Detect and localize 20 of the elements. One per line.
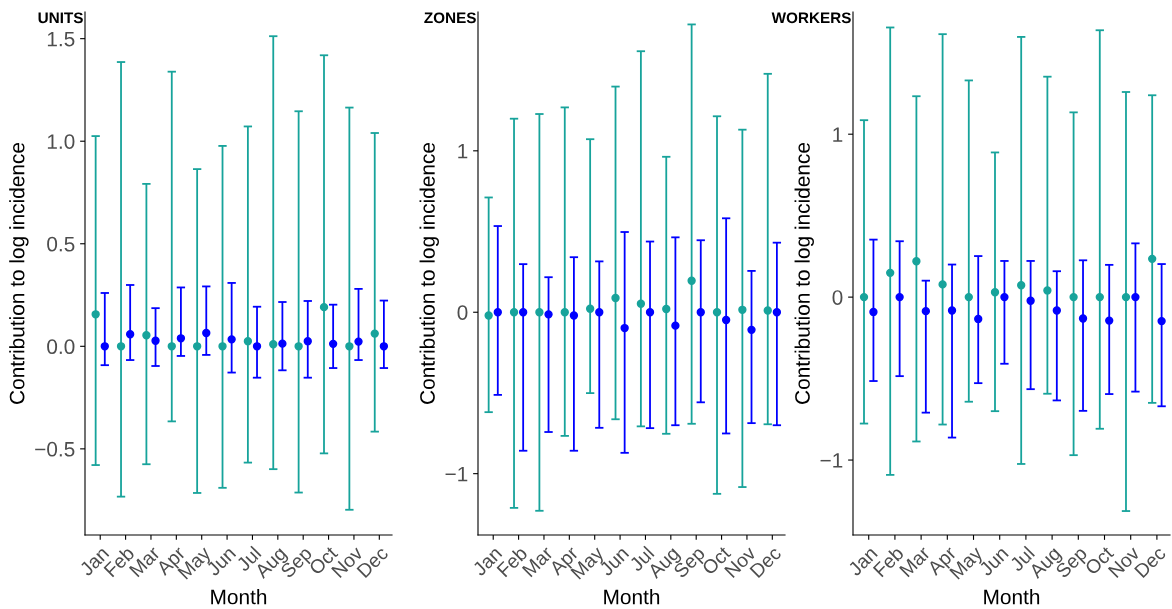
y-tick-label: −1 xyxy=(445,466,468,482)
y-tick-label: −0.5 xyxy=(35,441,75,457)
y-tick-label: 0.0 xyxy=(47,339,75,355)
y-tick-label: −1 xyxy=(820,453,843,468)
y-axis-title: Contribution to log incidence xyxy=(419,142,439,404)
y-tick-label: 1 xyxy=(833,127,843,142)
y-tick-label: 1.5 xyxy=(47,31,75,47)
y-tick-label: 0.5 xyxy=(47,236,75,252)
y-axis-title: Contribution to log incidence xyxy=(794,142,814,404)
y-axis-title: Contribution to log incidence xyxy=(9,142,29,404)
chart-title: UNITS xyxy=(38,12,83,24)
y-tick-label: 1.0 xyxy=(47,134,75,149)
chart-title: ZONES xyxy=(424,12,476,24)
x-axis-title: Month xyxy=(984,589,1040,605)
y-tick-label: 0 xyxy=(457,305,468,320)
x-axis-title: Month xyxy=(604,589,660,605)
y-tick-label: 0 xyxy=(832,290,843,305)
x-axis-title: Month xyxy=(211,589,267,605)
y-tick-label: 1 xyxy=(458,144,468,159)
chart-title: WORKERS xyxy=(771,12,851,24)
